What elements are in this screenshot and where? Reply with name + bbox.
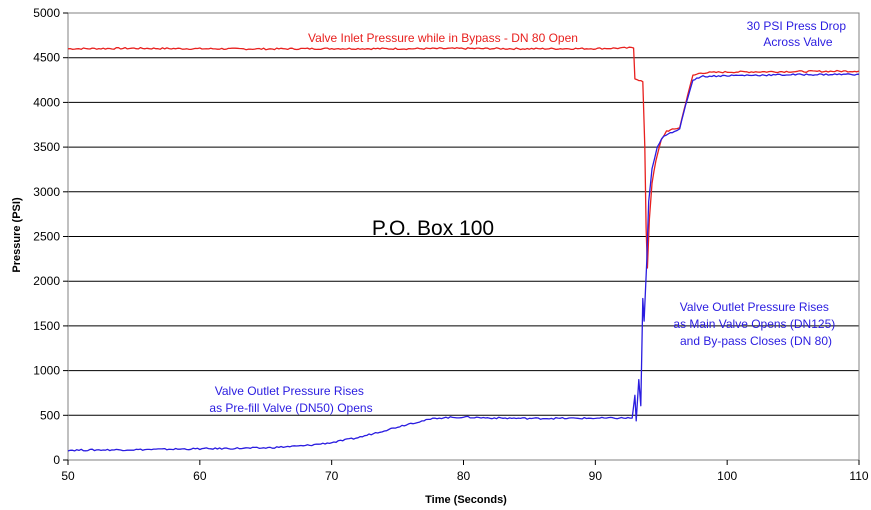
po-box-overlay: P.O. Box 100 [372, 217, 494, 240]
x-axis-ticks: 50 60 70 80 90 100 110 [61, 460, 869, 483]
pressure-drop-annotation: 30 PSI Press Drop Across Valve [747, 19, 850, 49]
x-tick-label-0: 50 [61, 469, 75, 483]
y-tick-label-1: 500 [40, 408, 60, 422]
main-valve-annotation: Valve Outlet Pressure Rises as Main Valv… [673, 300, 838, 348]
prefill-annotation: Valve Outlet Pressure Rises as Pre-fill … [209, 384, 372, 415]
y-tick-label-5: 2500 [33, 230, 60, 244]
inlet-annotation: Valve Inlet Pressure while in Bypass - D… [308, 31, 578, 45]
series-line-1 [67, 73, 860, 452]
y-tick-label-7: 3500 [33, 140, 60, 154]
series-line-0 [67, 46, 860, 269]
y-tick-label-3: 1500 [33, 319, 60, 333]
y-tick-label-2: 1000 [33, 364, 60, 378]
x-tick-label-4: 90 [589, 469, 603, 483]
y-tick-label-9: 4500 [33, 51, 60, 65]
y-tick-label-4: 2000 [33, 274, 60, 288]
y-axis-label: Pressure (PSI) [11, 197, 23, 273]
x-tick-label-1: 60 [193, 469, 207, 483]
y-tick-label-8: 4000 [33, 95, 60, 109]
x-axis-label: Time (Seconds) [425, 494, 507, 506]
y-tick-label-0: 0 [53, 453, 60, 467]
series-group [67, 46, 860, 452]
y-tick-label-10: 5000 [33, 6, 60, 20]
y-tick-label-6: 3000 [33, 185, 60, 199]
x-tick-label-2: 70 [325, 469, 339, 483]
y-axis-ticks: 0 500 1000 1500 2000 2500 3000 3500 4000 4500 5000 [33, 6, 68, 467]
x-tick-label-6: 110 [849, 469, 868, 483]
x-tick-label-5: 100 [717, 469, 737, 483]
x-tick-label-3: 80 [457, 469, 471, 483]
